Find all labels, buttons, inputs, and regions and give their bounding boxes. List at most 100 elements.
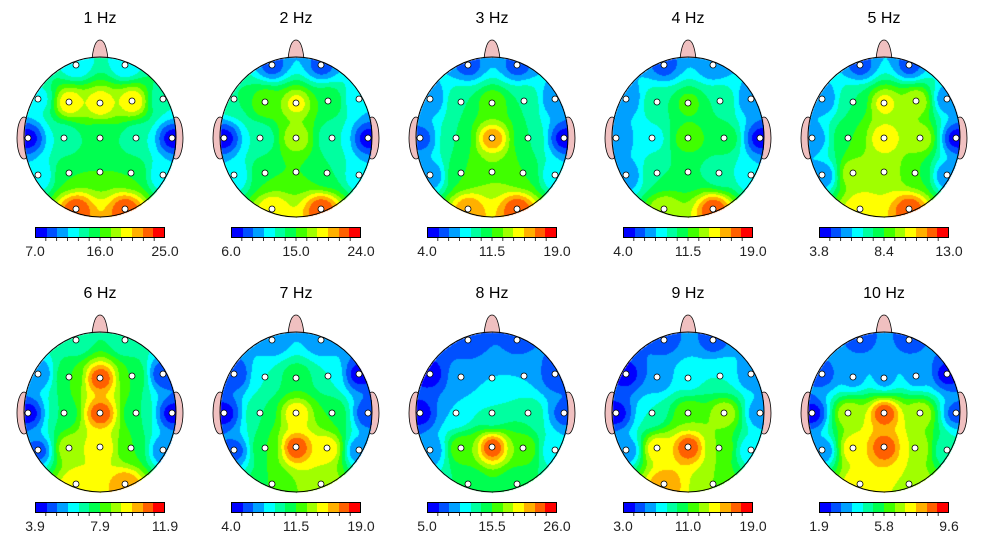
colorbar-mid-label: 15.5 <box>478 518 506 534</box>
colorbar-step <box>841 503 853 512</box>
electrode-Pz <box>684 443 692 451</box>
colorbar-step <box>296 228 307 237</box>
colorbar-ticks <box>633 238 743 241</box>
electrode-P3 <box>457 169 465 177</box>
electrode-F8 <box>355 370 363 378</box>
colorbar-step <box>741 228 753 237</box>
colorbar-step <box>741 503 753 512</box>
colorbar-min-label: 7.0 <box>25 243 45 259</box>
colorbar-min-label: 3.0 <box>613 518 633 534</box>
electrode-P3 <box>457 444 465 452</box>
electrode-Cz <box>96 134 104 142</box>
colorbar-step <box>492 503 503 512</box>
colorbar-min-label: 3.9 <box>25 518 45 534</box>
colorbar-step <box>438 228 450 237</box>
nose <box>875 39 893 60</box>
electrode-T5 <box>34 446 42 454</box>
colorbar-step <box>110 228 122 237</box>
colorbar-step <box>720 503 731 512</box>
electrode-Fz <box>292 374 300 382</box>
electrode-O1 <box>72 205 80 213</box>
colorbar-step <box>524 503 535 512</box>
electrode-T5 <box>818 446 826 454</box>
electrode-O2 <box>513 205 521 213</box>
colorbar <box>427 227 557 238</box>
nose <box>91 314 109 335</box>
electrode-Cz <box>880 409 888 417</box>
colorbar-step <box>132 228 143 237</box>
colorbar-ticks <box>45 238 155 241</box>
electrode-Cz <box>96 409 104 417</box>
electrode-P3 <box>849 169 857 177</box>
electrode-Fp2 <box>513 61 521 69</box>
colorbar-ticks <box>633 513 743 516</box>
topomap-panel: 10 Hz 1.9 5.8 9.6 <box>784 275 984 545</box>
electrode-F8 <box>159 95 167 103</box>
electrode-Fp2 <box>709 336 717 344</box>
electrode-C3 <box>648 134 656 142</box>
colorbar-step <box>274 228 286 237</box>
head-outline <box>611 56 765 218</box>
electrode-F4 <box>912 97 920 105</box>
colorbar-ticks <box>437 513 547 516</box>
colorbar-step <box>264 503 275 512</box>
electrode-F3 <box>653 98 661 106</box>
electrode-T6 <box>551 171 559 179</box>
electrode-F7 <box>818 370 826 378</box>
electrode-F3 <box>653 373 661 381</box>
colorbar-step <box>884 503 895 512</box>
colorbar-step <box>534 503 546 512</box>
colorbar-step <box>57 503 69 512</box>
electrode-P4 <box>323 169 331 177</box>
colorbar-step <box>545 503 557 512</box>
colorbar <box>819 227 949 238</box>
electrode-T4 <box>952 409 960 417</box>
colorbar-step <box>916 503 927 512</box>
colorbar-mid-label: 15.0 <box>282 243 310 259</box>
head-outline <box>415 331 569 493</box>
electrode-T6 <box>355 171 363 179</box>
colorbar-step <box>460 503 471 512</box>
colorbar-step <box>242 228 254 237</box>
electrode-C4 <box>524 409 532 417</box>
electrode-T5 <box>230 171 238 179</box>
electrode-C4 <box>916 409 924 417</box>
electrode-Pz <box>684 168 692 176</box>
electrode-Fp1 <box>72 61 80 69</box>
colorbar-step <box>78 503 90 512</box>
colorbar-mid-label: 16.0 <box>86 243 114 259</box>
colorbar-max-label: 26.0 <box>543 518 571 534</box>
electrode-F8 <box>747 95 755 103</box>
electrode-T6 <box>159 446 167 454</box>
electrode-F3 <box>65 373 73 381</box>
colorbar-step <box>730 228 742 237</box>
electrode-O2 <box>709 480 717 488</box>
colorbar-step <box>873 228 885 237</box>
topomap-panel: 1 Hz 7.0 16.0 25.0 <box>0 0 200 270</box>
electrode-Fz <box>684 99 692 107</box>
colorbar-step <box>656 228 667 237</box>
electrode-P4 <box>127 444 135 452</box>
colorbar-step <box>852 228 863 237</box>
electrode-F3 <box>849 98 857 106</box>
electrode-Fp2 <box>905 336 913 344</box>
electrode-T6 <box>943 171 951 179</box>
colorbar-step <box>153 503 165 512</box>
head-overlay <box>219 331 373 493</box>
colorbar-step <box>937 503 949 512</box>
colorbar-step <box>666 503 678 512</box>
colorbar-step <box>349 503 361 512</box>
electrode-F3 <box>261 373 269 381</box>
electrode-F4 <box>324 372 332 380</box>
electrode-T4 <box>756 409 764 417</box>
electrode-Fp1 <box>464 336 472 344</box>
colorbar-step <box>153 228 165 237</box>
colorbar-step <box>524 228 535 237</box>
electrode-C4 <box>916 134 924 142</box>
electrode-Pz <box>488 168 496 176</box>
electrode-T5 <box>34 171 42 179</box>
electrode-F3 <box>457 373 465 381</box>
colorbar-step <box>142 503 154 512</box>
head-overlay <box>611 331 765 493</box>
electrode-Pz <box>488 443 496 451</box>
